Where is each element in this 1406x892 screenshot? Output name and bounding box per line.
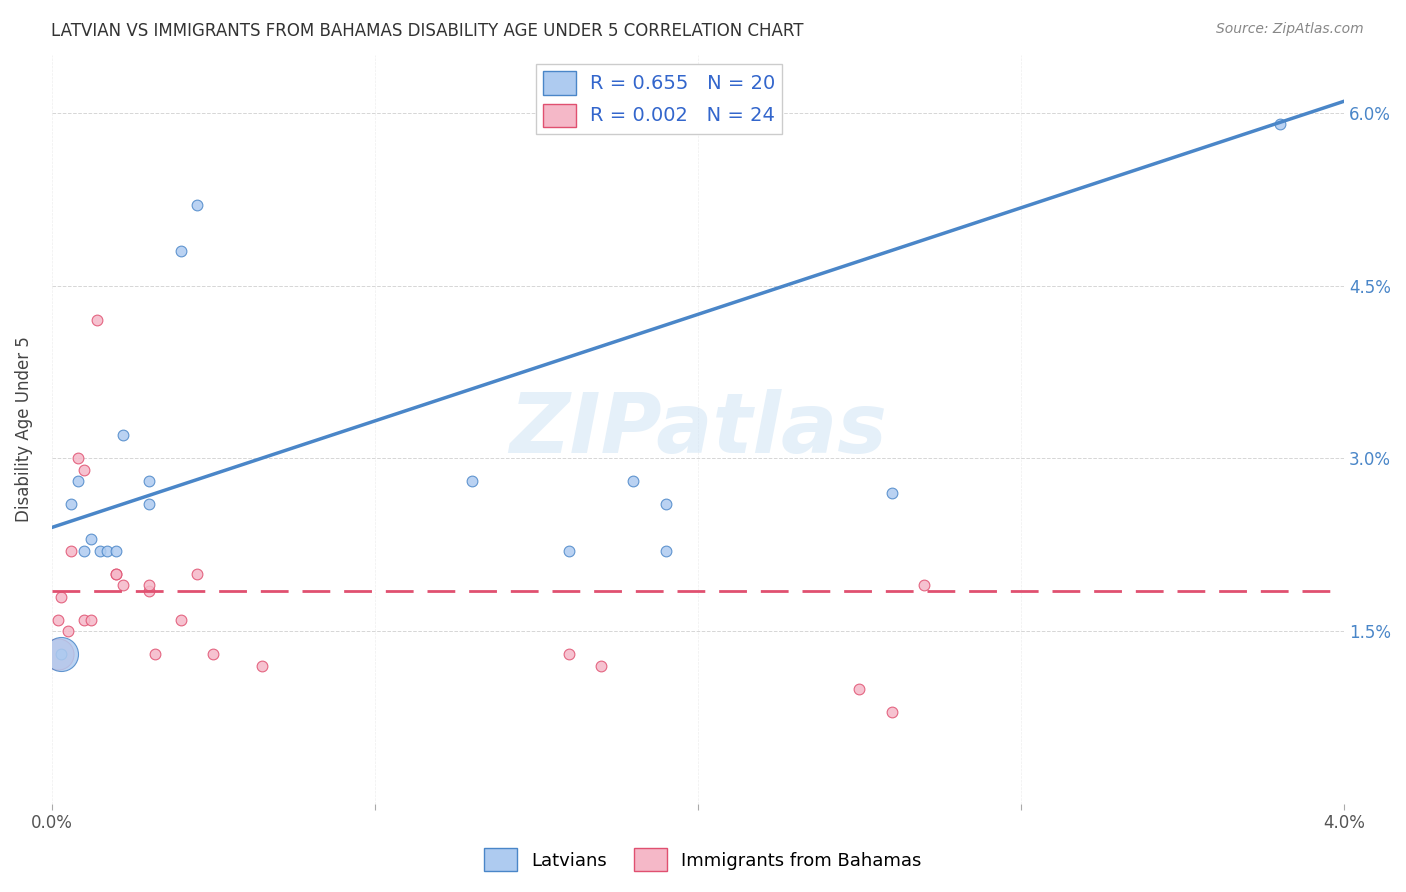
Point [880,705,903,719]
Point [138,475,160,489]
Point [654,498,676,512]
Legend: Latvians, Immigrants from Bahamas: Latvians, Immigrants from Bahamas [477,841,929,879]
Point [912,578,935,592]
Point [170,244,193,258]
Point [73,463,96,477]
Point [51,590,73,604]
Text: LATVIAN VS IMMIGRANTS FROM BAHAMAS DISABILITY AGE UNDER 5 CORRELATION CHART: LATVIAN VS IMMIGRANTS FROM BAHAMAS DISAB… [51,22,803,40]
Point [654,543,676,558]
Point [51,647,73,661]
Point [1268,117,1291,131]
Point [111,428,134,442]
Point [105,566,128,581]
Point [138,498,160,512]
Point [79,613,101,627]
Point [79,532,101,546]
Point [880,486,903,500]
Point [73,613,96,627]
Text: Source: ZipAtlas.com: Source: ZipAtlas.com [1216,22,1364,37]
Point [51,647,73,661]
Point [66,475,89,489]
Point [105,543,128,558]
Legend: R = 0.655   N = 20, R = 0.002   N = 24: R = 0.655 N = 20, R = 0.002 N = 24 [536,64,783,134]
Point [557,543,579,558]
Point [60,543,83,558]
Point [170,613,193,627]
Point [73,543,96,558]
Point [46,613,69,627]
Point [138,578,160,592]
Point [621,475,644,489]
Point [86,313,108,327]
Point [202,647,225,661]
Point [138,583,160,598]
Point [589,658,612,673]
Point [60,498,83,512]
Point [186,566,208,581]
Point [105,566,128,581]
Point [848,681,870,696]
Point [186,198,208,212]
Y-axis label: Disability Age Under 5: Disability Age Under 5 [15,336,32,523]
Point [96,543,118,558]
Point [111,578,134,592]
Point [143,647,166,661]
Text: ZIPatlas: ZIPatlas [509,389,887,470]
Point [557,647,579,661]
Point [89,543,111,558]
Point [56,624,79,639]
Point [250,658,273,673]
Point [461,475,484,489]
Point [66,451,89,466]
Point [46,647,69,661]
